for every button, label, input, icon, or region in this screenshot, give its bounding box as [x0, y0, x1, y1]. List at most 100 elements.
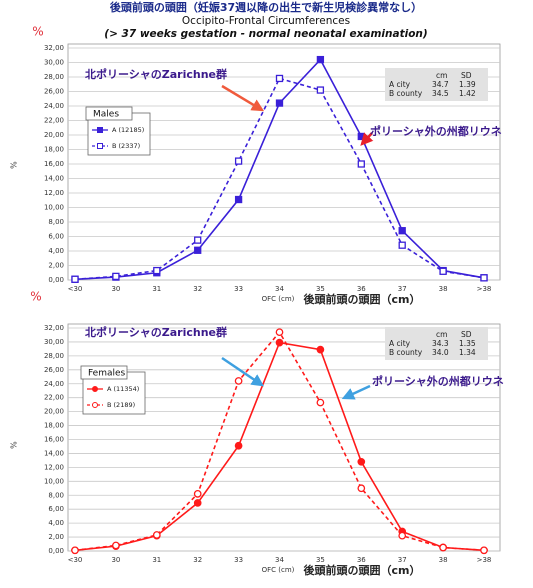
stats-cell: 34.5	[432, 89, 449, 98]
annotation-arrow	[221, 356, 265, 387]
legend-title-box	[85, 106, 133, 121]
point	[316, 345, 325, 354]
x-tick-label: 34	[275, 285, 284, 293]
y-tick-label: 0,00	[48, 547, 64, 555]
y-tick-label: 28,00	[44, 73, 64, 81]
x-tick-label: 34	[275, 556, 284, 564]
legend-label: A (12185)	[112, 126, 144, 134]
point	[398, 531, 407, 540]
point	[275, 328, 284, 337]
legend-label: A (11354)	[107, 385, 139, 393]
y-tick-label: 6,00	[48, 505, 64, 513]
y-tick-label: 2,00	[48, 533, 64, 541]
stats-box	[385, 327, 488, 360]
x-tick-label: 38	[439, 285, 448, 293]
point	[193, 490, 202, 498]
x-tick-label: 30	[111, 556, 120, 564]
y-tick-label: 20,00	[44, 131, 64, 139]
annotation-arrow	[360, 132, 374, 146]
point	[398, 227, 406, 235]
annotation: ポリーシャ外の州都リウネ	[372, 374, 504, 388]
point	[275, 99, 284, 107]
point	[316, 55, 325, 64]
x-tick-label: 38	[439, 556, 448, 564]
point	[194, 236, 202, 244]
stats-box	[385, 68, 488, 101]
x-tick-label: 31	[152, 556, 161, 564]
y-tick-label: 6,00	[48, 233, 64, 241]
annotation: ポリーシャ外の州都リウネ	[370, 124, 502, 138]
stats-cell: A city	[389, 339, 411, 348]
point	[480, 546, 488, 555]
x-axis-title: OFC (cm)	[262, 295, 295, 303]
stats-cell: 1.39	[459, 80, 476, 89]
y-tick-label: 20,00	[44, 408, 64, 416]
y-tick-label: 4,00	[48, 247, 64, 255]
point	[152, 531, 161, 539]
x-tick-label: >38	[477, 556, 492, 564]
y-tick-label: 16,00	[44, 436, 64, 444]
point	[357, 160, 365, 168]
y-tick-label: 32,00	[44, 44, 64, 52]
point	[275, 338, 284, 347]
stats-header: cm	[436, 71, 447, 80]
y-tick-label: 10,00	[44, 477, 64, 485]
x-tick-label: >38	[477, 285, 492, 293]
stats-cell: A city	[389, 80, 411, 89]
y-tick-label: 22,00	[44, 394, 64, 402]
y-tick-label: 14,00	[44, 175, 64, 183]
legend-title: Males	[93, 110, 119, 120]
annotation-arrow	[341, 384, 371, 400]
point	[480, 274, 488, 282]
point	[275, 74, 284, 83]
x-tick-label: 32	[193, 285, 202, 293]
point	[193, 499, 202, 507]
stats-cell: 1.42	[459, 89, 476, 98]
point	[71, 275, 79, 283]
x-tick-label: 32	[193, 556, 202, 564]
stats-header: SD	[461, 71, 472, 80]
point	[357, 457, 366, 466]
y-tick-label: 2,00	[48, 262, 64, 270]
x-tick-label: 35	[316, 285, 325, 293]
x-tick-label: <30	[68, 285, 83, 293]
y-tick-label: 8,00	[48, 491, 64, 499]
x-tick-label: 36	[357, 556, 366, 564]
x-tick-label: 30	[111, 285, 120, 293]
point	[357, 484, 366, 493]
y-tick-label: 18,00	[44, 422, 64, 430]
y-axis-title-side: %	[10, 441, 19, 449]
stats-header: SD	[461, 330, 472, 339]
y-tick-label: 24,00	[44, 380, 64, 388]
stats-cell: 1.35	[459, 339, 476, 348]
x-tick-label: 36	[357, 285, 366, 293]
point	[439, 543, 447, 552]
y-axis-title-side: %	[10, 161, 19, 169]
stats-cell: B county	[389, 89, 423, 98]
plot-area	[67, 323, 501, 552]
y-tick-label: 10,00	[44, 204, 64, 212]
x-tick-label: 33	[234, 285, 243, 293]
y-tick-label: 24,00	[44, 102, 64, 110]
y-tick-label: 26,00	[44, 88, 64, 96]
y-axis-title: %	[32, 25, 43, 39]
y-tick-label: 18,00	[44, 146, 64, 154]
y-tick-label: 0,00	[48, 276, 64, 284]
legend-label: B (2337)	[112, 142, 140, 150]
y-tick-label: 12,00	[44, 463, 64, 471]
x-tick-label: 31	[152, 285, 161, 293]
point	[316, 86, 325, 94]
stats-header: cm	[436, 330, 447, 339]
point	[234, 195, 243, 204]
stats-cell: B county	[389, 348, 423, 357]
y-tick-label: 22,00	[44, 117, 64, 125]
point	[234, 441, 243, 450]
legend-label: B (2189)	[107, 401, 135, 409]
legend-marker	[92, 402, 98, 408]
x-tick-label: 37	[398, 556, 407, 564]
y-tick-label: 14,00	[44, 449, 64, 457]
legend-title: Females	[88, 369, 126, 379]
point	[71, 546, 79, 555]
point	[234, 377, 243, 385]
legend-marker	[97, 127, 103, 133]
